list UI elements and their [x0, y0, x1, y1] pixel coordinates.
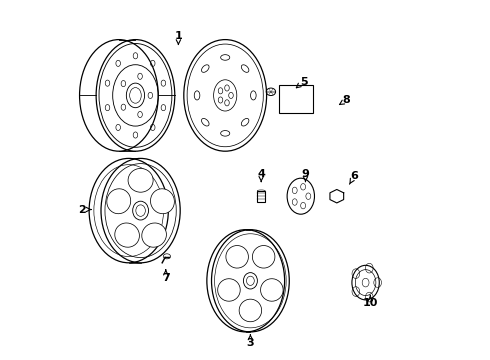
Text: 1: 1 [174, 31, 182, 44]
Bar [279, 85, 314, 113]
Ellipse shape [133, 201, 148, 220]
Text: 7: 7 [162, 270, 170, 283]
Text: 8: 8 [340, 95, 350, 105]
Text: 10: 10 [363, 295, 378, 308]
Ellipse shape [218, 279, 240, 301]
Text: 3: 3 [246, 335, 254, 348]
Ellipse shape [150, 189, 174, 214]
Text: 5: 5 [296, 77, 308, 88]
Ellipse shape [252, 246, 275, 268]
FancyBboxPatch shape [257, 191, 265, 202]
Ellipse shape [244, 273, 257, 289]
Text: 6: 6 [349, 171, 358, 184]
Ellipse shape [107, 189, 131, 214]
Ellipse shape [115, 223, 140, 247]
Ellipse shape [128, 168, 153, 192]
Ellipse shape [142, 223, 167, 247]
Text: 4: 4 [257, 168, 265, 181]
Ellipse shape [226, 246, 248, 268]
Text: 2: 2 [78, 204, 91, 215]
Ellipse shape [261, 279, 283, 301]
Text: 9: 9 [301, 168, 309, 181]
Ellipse shape [239, 299, 262, 322]
Polygon shape [330, 189, 343, 203]
